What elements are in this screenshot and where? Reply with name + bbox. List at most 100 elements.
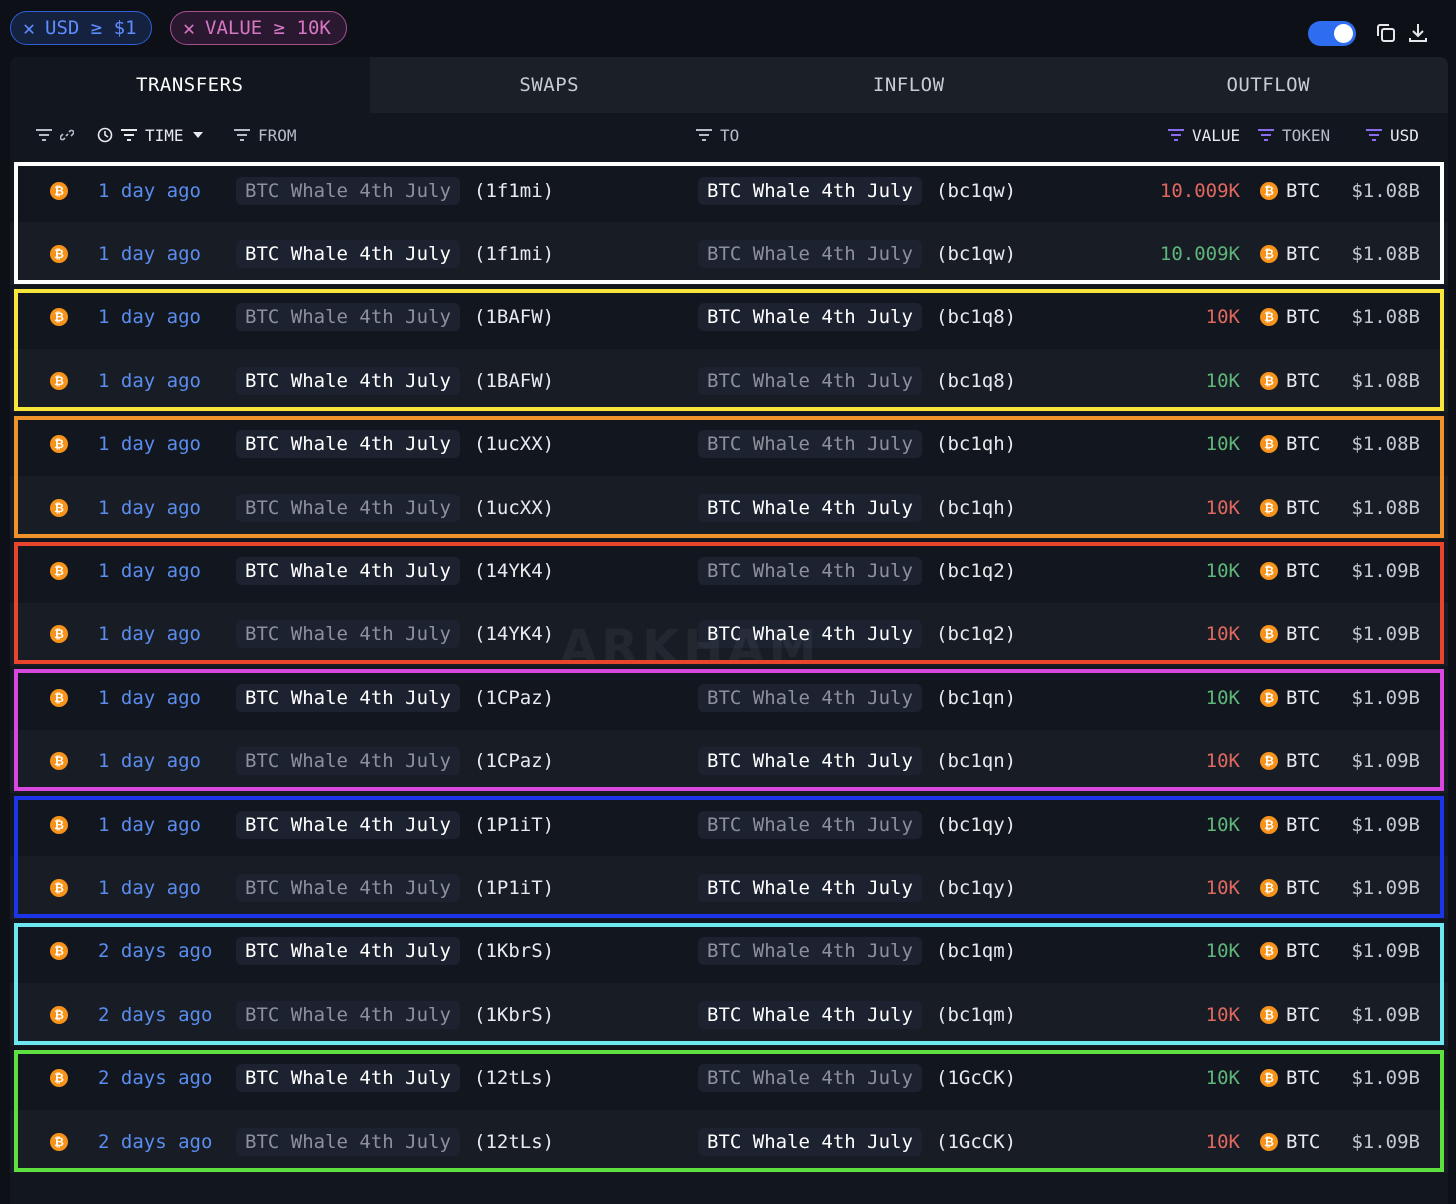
- row-token[interactable]: ₿ BTC: [1260, 730, 1320, 793]
- row-token[interactable]: ₿ BTC: [1260, 856, 1320, 919]
- row-from-entity[interactable]: BTC Whale 4th July: [236, 286, 460, 349]
- tab-inflow[interactable]: INFLOW: [872, 74, 945, 96]
- to-entity-label[interactable]: BTC Whale 4th July: [698, 303, 922, 332]
- row-to-address[interactable]: (bc1q8): [936, 306, 1017, 329]
- row-token[interactable]: ₿ BTC: [1260, 159, 1320, 222]
- row-token[interactable]: ₿ BTC: [1260, 666, 1320, 729]
- row-to-address[interactable]: (bc1qh): [936, 433, 1017, 456]
- tab-outflow[interactable]: OUTFLOW: [1226, 74, 1311, 96]
- tab-swaps[interactable]: SWAPS: [519, 74, 580, 96]
- row-time[interactable]: 1 day ago: [98, 686, 201, 709]
- row-to-address[interactable]: (bc1qh): [936, 496, 1017, 519]
- table-row[interactable]: ₿ 1 day ago BTC Whale 4th July (1CPaz) B…: [10, 729, 1448, 793]
- row-time[interactable]: 1 day ago: [98, 433, 201, 456]
- from-entity-label[interactable]: BTC Whale 4th July: [236, 810, 460, 839]
- row-to-entity[interactable]: BTC Whale 4th July: [698, 920, 922, 983]
- row-to-address[interactable]: (bc1qn): [936, 686, 1017, 709]
- filter-icon[interactable]: [234, 129, 250, 141]
- table-row[interactable]: ₿ 1 day ago BTC Whale 4th July (1P1iT) B…: [10, 793, 1448, 856]
- row-from-address[interactable]: (12tLs): [474, 1130, 555, 1153]
- table-row[interactable]: ₿ 1 day ago BTC Whale 4th July (1f1mi) B…: [10, 159, 1448, 222]
- row-to-entity[interactable]: BTC Whale 4th July: [698, 666, 922, 729]
- from-entity-label[interactable]: BTC Whale 4th July: [236, 937, 460, 966]
- to-entity-label[interactable]: BTC Whale 4th July: [698, 176, 922, 205]
- row-to-entity[interactable]: BTC Whale 4th July: [698, 476, 922, 539]
- row-to-entity[interactable]: BTC Whale 4th July: [698, 539, 922, 602]
- copy-icon[interactable]: [1374, 21, 1398, 45]
- table-row[interactable]: ₿ 1 day ago BTC Whale 4th July (14YK4) B…: [10, 602, 1448, 666]
- row-to-entity[interactable]: BTC Whale 4th July: [698, 413, 922, 476]
- row-from-address[interactable]: (1CPaz): [474, 750, 555, 773]
- row-token[interactable]: ₿ BTC: [1260, 920, 1320, 983]
- row-from-entity[interactable]: BTC Whale 4th July: [236, 983, 460, 1046]
- from-entity-label[interactable]: BTC Whale 4th July: [236, 556, 460, 585]
- row-to-address[interactable]: (bc1qw): [936, 179, 1017, 202]
- to-entity-label[interactable]: BTC Whale 4th July: [698, 873, 922, 902]
- row-from-entity[interactable]: BTC Whale 4th July: [236, 159, 460, 222]
- filter-icon[interactable]: [36, 129, 52, 141]
- download-icon[interactable]: [1406, 21, 1430, 45]
- to-entity-label[interactable]: BTC Whale 4th July: [698, 366, 922, 395]
- table-row[interactable]: ₿ 1 day ago BTC Whale 4th July (1f1mi) B…: [10, 222, 1448, 286]
- row-from-entity[interactable]: BTC Whale 4th July: [236, 1110, 460, 1173]
- row-from-entity[interactable]: BTC Whale 4th July: [236, 349, 460, 412]
- row-time[interactable]: 1 day ago: [98, 242, 201, 265]
- header-token[interactable]: TOKEN: [1258, 113, 1330, 157]
- row-from-address[interactable]: (1ucXX): [474, 433, 555, 456]
- row-time[interactable]: 1 day ago: [98, 559, 201, 582]
- toggle-switch[interactable]: [1308, 21, 1356, 46]
- to-entity-label[interactable]: BTC Whale 4th July: [698, 683, 922, 712]
- clock-icon[interactable]: [97, 127, 113, 143]
- table-row[interactable]: ₿ 2 days ago BTC Whale 4th July (12tLs) …: [10, 1110, 1448, 1173]
- row-token[interactable]: ₿ BTC: [1260, 222, 1320, 285]
- filter-icon[interactable]: [1168, 129, 1184, 141]
- row-to-address[interactable]: (bc1q8): [936, 369, 1017, 392]
- to-entity-label[interactable]: BTC Whale 4th July: [698, 430, 922, 459]
- row-from-entity[interactable]: BTC Whale 4th July: [236, 539, 460, 602]
- table-row[interactable]: ₿ 1 day ago BTC Whale 4th July (1BAFW) B…: [10, 286, 1448, 349]
- row-from-address[interactable]: (12tLs): [474, 1067, 555, 1090]
- row-time[interactable]: 2 days ago: [98, 940, 213, 963]
- row-from-entity[interactable]: BTC Whale 4th July: [236, 920, 460, 983]
- from-entity-label[interactable]: BTC Whale 4th July: [236, 620, 460, 649]
- row-from-address[interactable]: (1f1mi): [474, 179, 555, 202]
- row-to-entity[interactable]: BTC Whale 4th July: [698, 349, 922, 412]
- header-usd[interactable]: USD: [1366, 113, 1419, 157]
- row-token[interactable]: ₿ BTC: [1260, 349, 1320, 412]
- row-from-address[interactable]: (1ucXX): [474, 496, 555, 519]
- to-entity-label[interactable]: BTC Whale 4th July: [698, 239, 922, 268]
- row-to-address[interactable]: (1GcCK): [936, 1130, 1017, 1153]
- to-entity-label[interactable]: BTC Whale 4th July: [698, 810, 922, 839]
- row-to-address[interactable]: (bc1qy): [936, 813, 1017, 836]
- to-entity-label[interactable]: BTC Whale 4th July: [698, 1127, 922, 1156]
- row-to-address[interactable]: (bc1q2): [936, 623, 1017, 646]
- header-from[interactable]: FROM: [234, 113, 297, 157]
- row-to-address[interactable]: (1GcCK): [936, 1067, 1017, 1090]
- to-entity-label[interactable]: BTC Whale 4th July: [698, 1064, 922, 1093]
- filter-icon[interactable]: [1366, 129, 1382, 141]
- to-entity-label[interactable]: BTC Whale 4th July: [698, 747, 922, 776]
- row-token[interactable]: ₿ BTC: [1260, 793, 1320, 856]
- table-row[interactable]: ₿ 1 day ago BTC Whale 4th July (14YK4) B…: [10, 539, 1448, 602]
- row-from-address[interactable]: (14YK4): [474, 623, 555, 646]
- row-from-address[interactable]: (14YK4): [474, 559, 555, 582]
- row-time[interactable]: 1 day ago: [98, 750, 201, 773]
- row-to-address[interactable]: (bc1qn): [936, 750, 1017, 773]
- table-row[interactable]: ₿ 1 day ago BTC Whale 4th July (1P1iT) B…: [10, 856, 1448, 920]
- from-entity-label[interactable]: BTC Whale 4th July: [236, 683, 460, 712]
- filter-chip-value[interactable]: ✕ VALUE ≥ 10K: [170, 11, 347, 45]
- from-entity-label[interactable]: BTC Whale 4th July: [236, 176, 460, 205]
- table-row[interactable]: ₿ 2 days ago BTC Whale 4th July (12tLs) …: [10, 1047, 1448, 1110]
- row-from-entity[interactable]: BTC Whale 4th July: [236, 730, 460, 793]
- row-to-entity[interactable]: BTC Whale 4th July: [698, 730, 922, 793]
- close-icon[interactable]: ✕: [23, 16, 36, 40]
- row-to-entity[interactable]: BTC Whale 4th July: [698, 1110, 922, 1173]
- caret-down-icon[interactable]: [192, 131, 204, 139]
- filter-icon[interactable]: [696, 129, 712, 141]
- row-to-address[interactable]: (bc1q2): [936, 559, 1017, 582]
- row-from-address[interactable]: (1BAFW): [474, 306, 555, 329]
- table-row[interactable]: ₿ 1 day ago BTC Whale 4th July (1ucXX) B…: [10, 413, 1448, 476]
- from-entity-label[interactable]: BTC Whale 4th July: [236, 366, 460, 395]
- row-from-entity[interactable]: BTC Whale 4th July: [236, 476, 460, 539]
- row-from-address[interactable]: (1BAFW): [474, 369, 555, 392]
